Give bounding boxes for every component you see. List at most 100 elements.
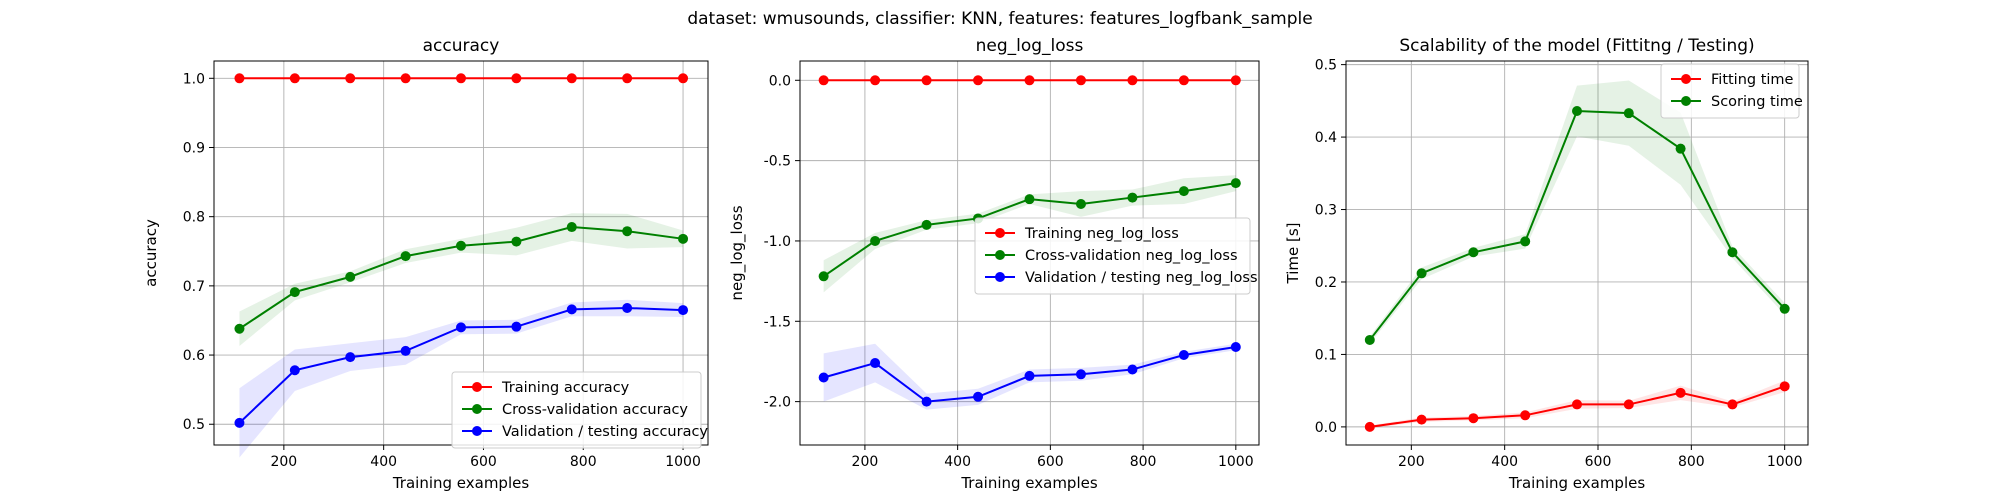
x-tick-label: 1000 bbox=[1218, 454, 1254, 470]
legend-label: Validation / testing neg_log_loss bbox=[1025, 270, 1258, 286]
x-tick-label: 800 bbox=[1130, 454, 1157, 470]
data-point bbox=[1572, 399, 1582, 410]
data-point bbox=[818, 372, 829, 383]
y-tick-label: -0.5 bbox=[764, 154, 791, 170]
legend-marker bbox=[995, 272, 1005, 282]
x-axis-label: Training examples bbox=[960, 474, 1098, 492]
y-tick-label: 0.9 bbox=[183, 140, 205, 156]
data-point bbox=[1416, 268, 1427, 279]
legend-marker bbox=[472, 382, 482, 392]
data-point bbox=[511, 236, 522, 247]
y-tick-label: 1.0 bbox=[183, 71, 205, 87]
data-point bbox=[1075, 369, 1086, 380]
data-point bbox=[511, 321, 522, 332]
data-point bbox=[234, 73, 245, 84]
y-tick-label: 0.3 bbox=[1315, 203, 1337, 219]
y-axis-label: neg_log_loss bbox=[728, 205, 747, 300]
legend-label: Fitting time bbox=[1711, 72, 1794, 88]
series-band-2 bbox=[823, 175, 1236, 293]
data-point bbox=[622, 303, 633, 314]
data-point bbox=[1024, 75, 1035, 86]
data-point bbox=[1572, 105, 1582, 116]
data-point bbox=[566, 304, 577, 315]
data-point bbox=[818, 271, 829, 282]
data-point bbox=[511, 73, 522, 84]
data-point bbox=[870, 75, 881, 86]
data-point bbox=[622, 226, 633, 237]
data-point bbox=[345, 352, 356, 363]
x-tick-label: 1000 bbox=[1767, 454, 1803, 470]
x-tick-label: 600 bbox=[470, 454, 497, 470]
data-point bbox=[1727, 247, 1738, 258]
x-tick-label: 600 bbox=[1585, 454, 1612, 470]
x-tick-label: 800 bbox=[1678, 454, 1705, 470]
data-point bbox=[1178, 75, 1189, 86]
x-axis-label: Training examples bbox=[392, 474, 530, 492]
data-point bbox=[289, 287, 300, 298]
legend-marker bbox=[1681, 74, 1691, 84]
x-tick-label: 400 bbox=[370, 454, 397, 470]
y-axis-label: Time [s] bbox=[1284, 223, 1302, 285]
y-tick-label: 0.5 bbox=[1315, 58, 1337, 74]
y-tick-label: 0.1 bbox=[1315, 347, 1337, 363]
legend-marker bbox=[472, 404, 482, 414]
legend-label: Training neg_log_loss bbox=[1024, 226, 1179, 242]
data-point bbox=[345, 73, 356, 84]
legend: Training accuracy Cross-validation accura… bbox=[451, 371, 708, 449]
data-point bbox=[1178, 186, 1189, 197]
data-point bbox=[400, 73, 411, 84]
legend-marker bbox=[472, 426, 482, 436]
data-point bbox=[456, 73, 466, 84]
data-point bbox=[289, 365, 300, 376]
y-tick-label: 0.0 bbox=[769, 73, 791, 89]
data-point bbox=[1024, 194, 1035, 205]
data-point bbox=[456, 322, 466, 333]
data-point bbox=[1779, 381, 1790, 392]
data-point bbox=[1416, 414, 1427, 425]
data-point bbox=[1520, 410, 1531, 421]
legend-marker bbox=[995, 228, 1005, 238]
data-point bbox=[1675, 143, 1686, 154]
data-point bbox=[973, 391, 984, 402]
chart-panel-2: 200 400 600 800 1000 -2.0 -1.5 -1.0 -0.5 0.0 neg_l… bbox=[728, 36, 1260, 492]
data-point bbox=[289, 73, 300, 84]
data-point bbox=[870, 358, 881, 369]
data-point bbox=[1623, 108, 1634, 119]
x-tick-label: 400 bbox=[1491, 454, 1518, 470]
data-point bbox=[921, 219, 932, 230]
y-tick-label: 0.7 bbox=[183, 279, 205, 295]
series-band-2 bbox=[239, 213, 684, 347]
y-tick-label: 0.2 bbox=[1315, 275, 1337, 291]
y-axis-label: accuracy bbox=[142, 219, 160, 287]
data-point bbox=[1075, 75, 1086, 86]
data-point bbox=[1520, 236, 1531, 247]
y-tick-label: -1.0 bbox=[764, 234, 791, 250]
x-tick-label: 400 bbox=[944, 454, 971, 470]
legend: Fitting time Scoring time bbox=[1660, 63, 1803, 119]
data-point bbox=[234, 417, 245, 428]
data-point bbox=[566, 73, 577, 84]
data-point bbox=[1230, 341, 1241, 352]
y-tick-label: 0.8 bbox=[183, 210, 205, 226]
data-point bbox=[678, 305, 689, 316]
x-tick-label: 200 bbox=[852, 454, 879, 470]
chart-title: accuracy bbox=[423, 36, 500, 56]
data-point bbox=[1675, 387, 1686, 398]
chart-panels: 200 400 600 800 1000 0.5 0.6 0.7 0.8 0.9 1.0 accura… bbox=[142, 36, 1809, 492]
data-point bbox=[1127, 192, 1138, 203]
series-band-2 bbox=[1369, 80, 1785, 344]
data-point bbox=[1230, 75, 1241, 86]
data-point bbox=[921, 396, 932, 407]
legend-label: Cross-validation neg_log_loss bbox=[1025, 248, 1238, 264]
data-point bbox=[622, 73, 633, 84]
x-axis-label: Training examples bbox=[1508, 474, 1646, 492]
data-point bbox=[1727, 399, 1738, 410]
data-point bbox=[1127, 364, 1138, 375]
data-point bbox=[566, 222, 577, 233]
chart-panel-1: 200 400 600 800 1000 0.5 0.6 0.7 0.8 0.9 1.0 accura… bbox=[142, 36, 709, 492]
y-tick-label: 0.6 bbox=[183, 348, 205, 364]
data-point bbox=[678, 233, 689, 244]
y-tick-label: 0.5 bbox=[183, 417, 205, 433]
data-point bbox=[400, 345, 411, 356]
